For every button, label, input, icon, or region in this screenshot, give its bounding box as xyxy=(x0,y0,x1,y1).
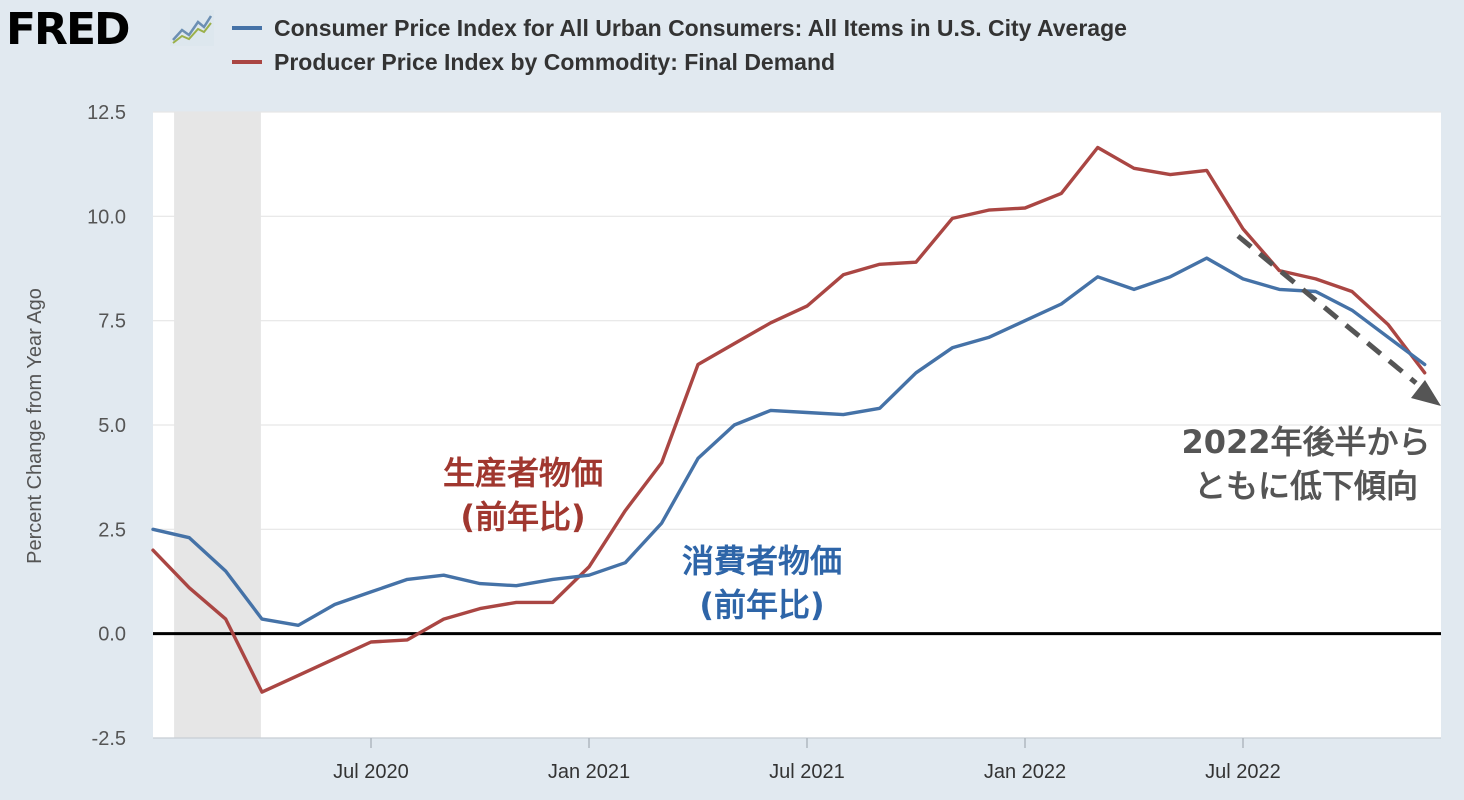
legend-label-ppi: Producer Price Index by Commodity: Final… xyxy=(274,48,836,75)
y-axis-label: Percent Change from Year Ago xyxy=(24,288,46,564)
x-tick-label: Jul 2022 xyxy=(1205,761,1281,783)
y-tick-label: 0.0 xyxy=(98,624,126,646)
trend-arrow-shaft xyxy=(1236,234,1418,385)
annotation-trend-line1: 2022年後半から xyxy=(1181,423,1430,461)
x-tick-label: Jul 2020 xyxy=(333,761,409,783)
x-tick-label: Jan 2021 xyxy=(548,761,630,783)
line-chart-icon xyxy=(170,10,214,46)
trend-arrow-head xyxy=(1411,380,1441,406)
annotation-cpi-line2: (前年比) xyxy=(699,586,824,624)
y-tick-label: 7.5 xyxy=(98,311,126,333)
y-tick-label: 12.5 xyxy=(87,102,126,124)
y-tick-label: 2.5 xyxy=(98,519,126,541)
chart-header: FRED Consumer Price Index for All Urban … xyxy=(0,0,1464,90)
legend-item-cpi[interactable]: Consumer Price Index for All Urban Consu… xyxy=(232,13,1127,43)
x-tick-label: Jul 2021 xyxy=(769,761,845,783)
annotation-trend-line2: ともに低下傾向 xyxy=(1194,467,1418,505)
legend-swatch-ppi xyxy=(232,60,262,64)
legend-swatch-cpi xyxy=(232,26,262,30)
series-line-cpi[interactable] xyxy=(151,256,1427,627)
annotation-ppi-line1: 生産者物価 xyxy=(443,454,603,492)
legend-label-cpi: Consumer Price Index for All Urban Consu… xyxy=(274,14,1127,41)
y-tick-label: 5.0 xyxy=(98,415,126,437)
y-tick-label: 10.0 xyxy=(87,206,126,228)
x-tick-label: Jan 2022 xyxy=(984,761,1066,783)
series-line-ppi[interactable] xyxy=(151,145,1427,694)
annotation-ppi-line2: (前年比) xyxy=(460,498,585,536)
legend-item-ppi[interactable]: Producer Price Index by Commodity: Final… xyxy=(232,47,835,77)
annotation-cpi-line1: 消費者物価 xyxy=(682,542,842,580)
fred-logo: FRED xyxy=(6,4,131,55)
y-tick-label: -2.5 xyxy=(92,728,126,750)
